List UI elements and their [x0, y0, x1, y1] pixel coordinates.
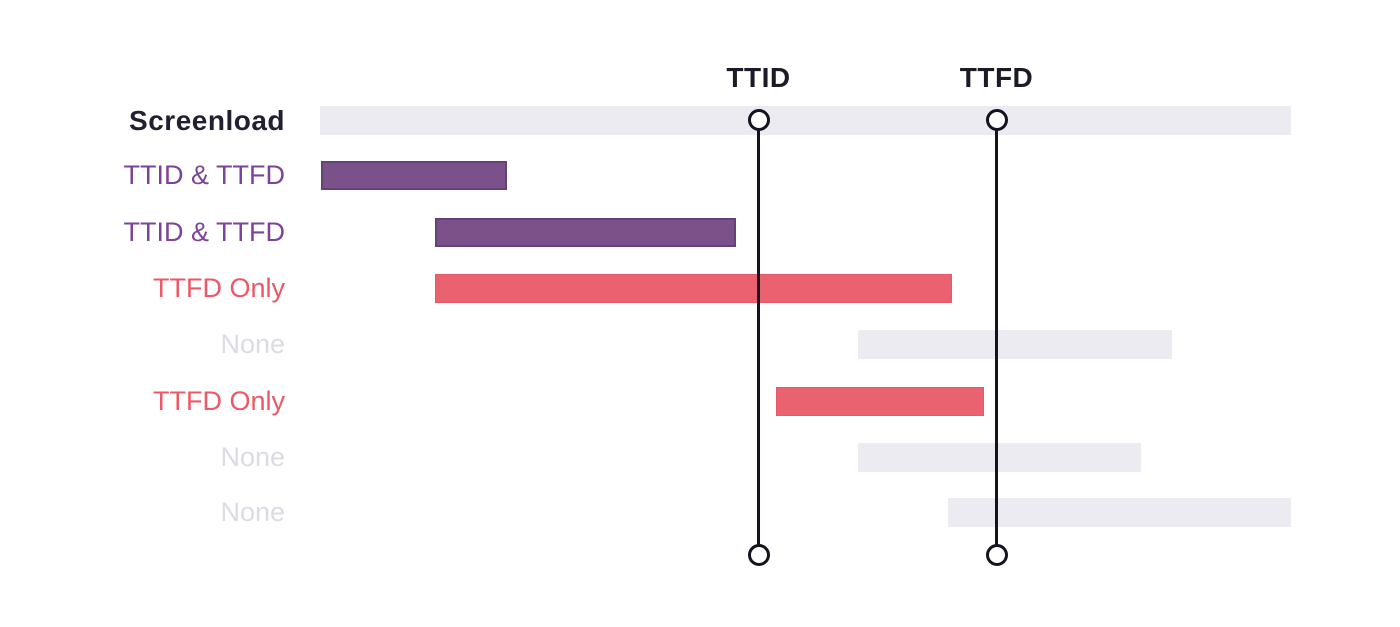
- row-label: TTFD Only: [153, 386, 285, 416]
- span-bar: [948, 498, 1291, 527]
- span-bar: [435, 274, 952, 303]
- marker-bottom-circle: [747, 544, 770, 566]
- marker-label: TTID: [726, 62, 791, 93]
- row-label: Screenload: [129, 105, 285, 136]
- row-label: TTID & TTFD: [123, 217, 286, 247]
- span-bar: [858, 443, 1141, 472]
- span-bar: [435, 218, 736, 247]
- row-label: TTFD Only: [153, 273, 285, 303]
- marker-top-circle: [985, 109, 1008, 131]
- marker-line: [995, 120, 998, 555]
- span-bar: [776, 387, 984, 416]
- row-label: None: [220, 442, 285, 472]
- marker-top-circle: [747, 109, 770, 131]
- span-bar: [321, 161, 507, 190]
- span-bar: [858, 330, 1172, 359]
- row-label: None: [220, 329, 285, 359]
- marker-label: TTFD: [959, 62, 1034, 93]
- span-bar: [320, 106, 1291, 135]
- marker-line: [757, 120, 760, 555]
- marker-bottom-circle: [985, 544, 1008, 566]
- row-label: TTID & TTFD: [123, 160, 286, 190]
- row-label: None: [220, 497, 285, 527]
